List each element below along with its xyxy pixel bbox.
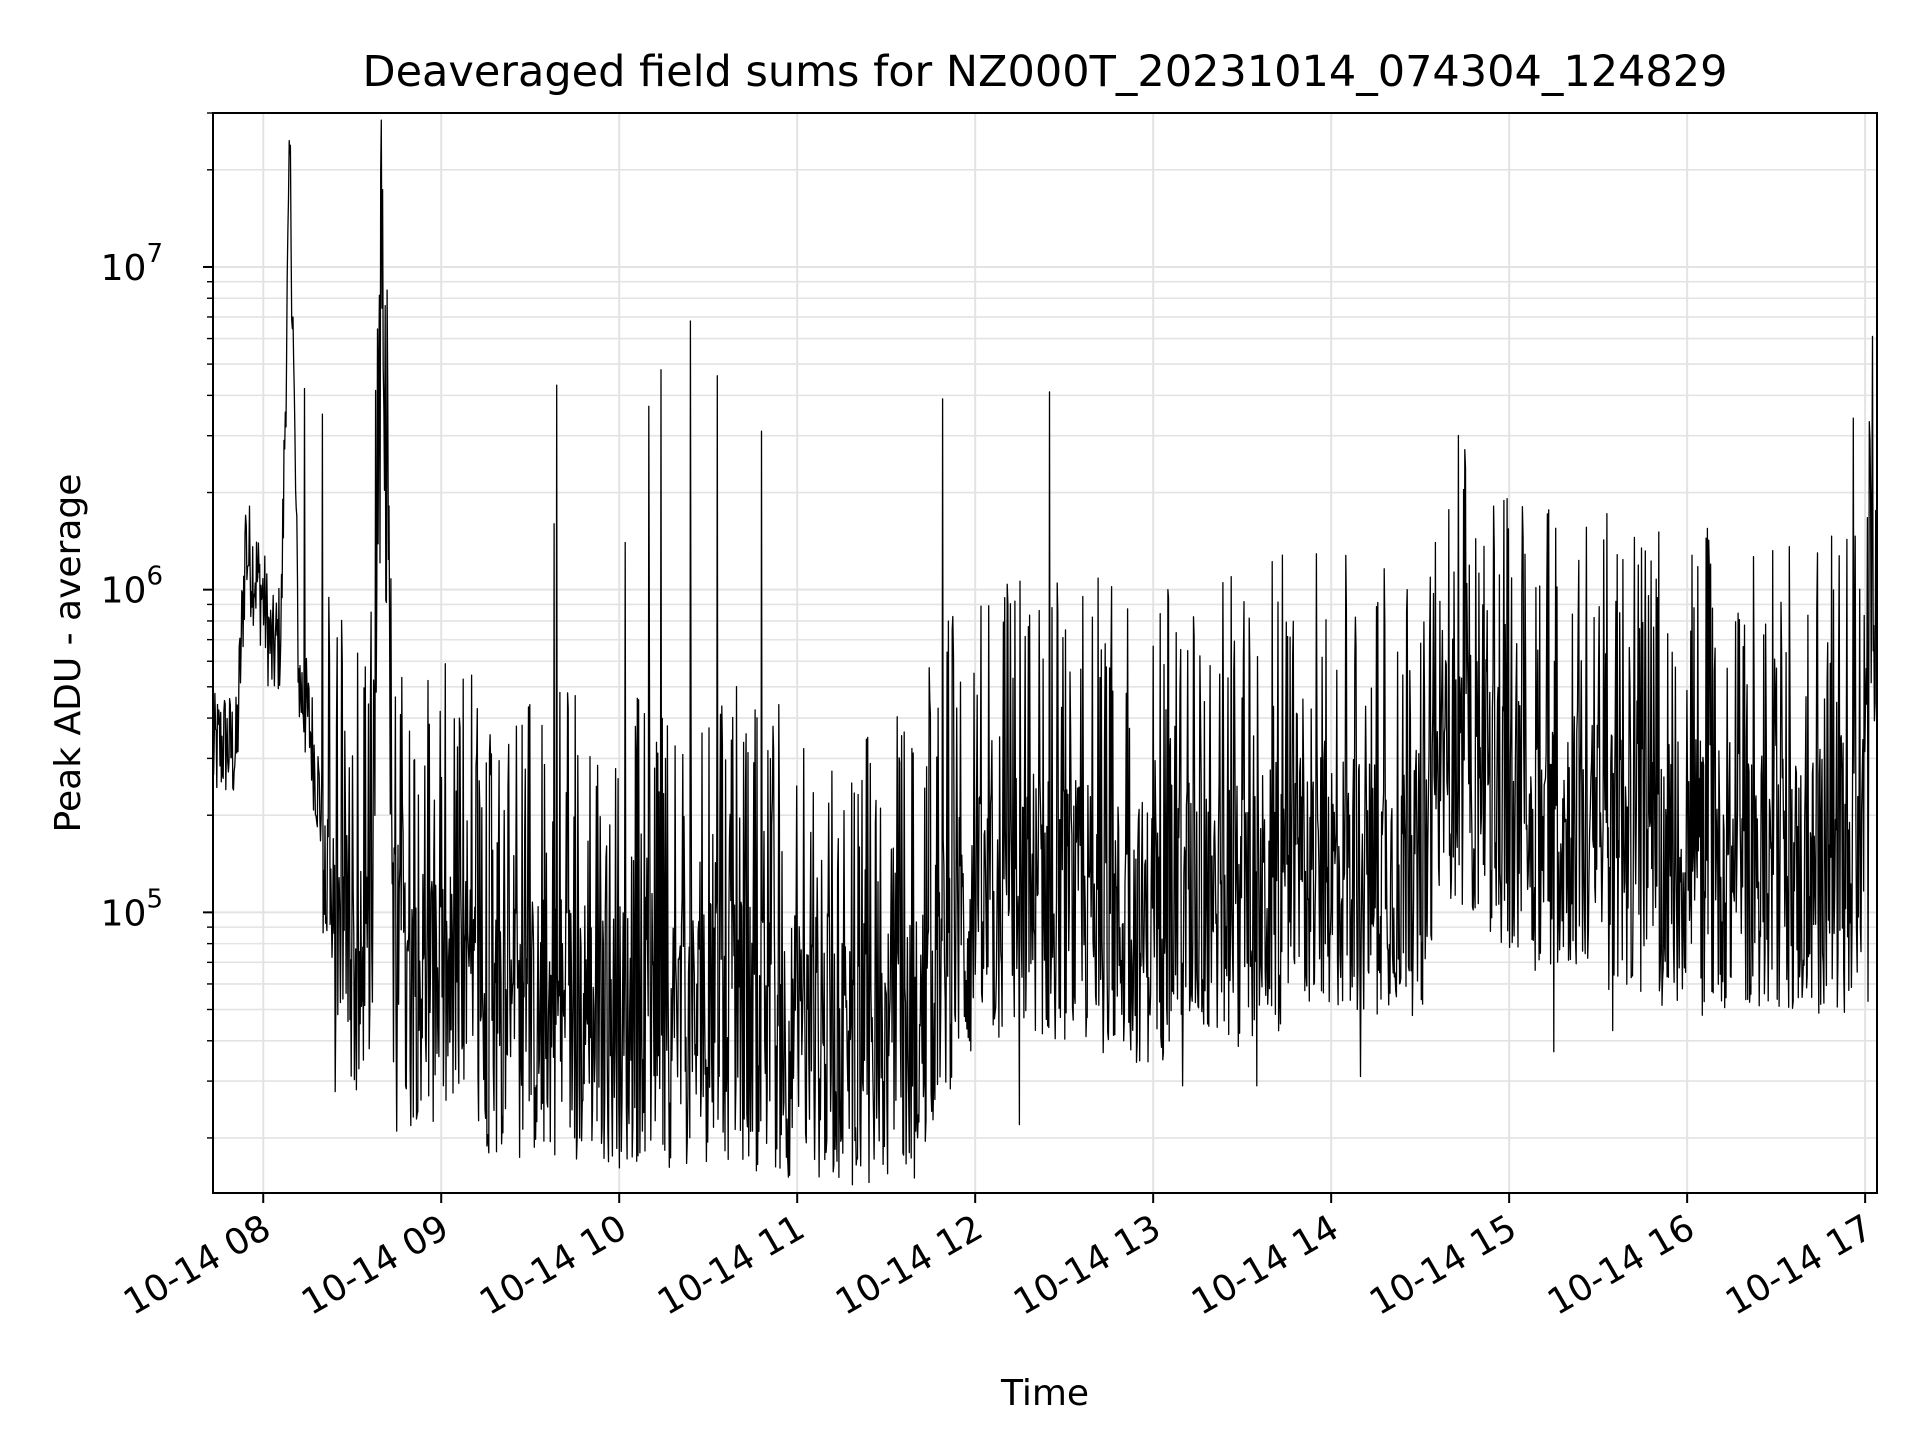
y-tick-label: 105 [101,884,163,934]
chart-title: Deaveraged field sums for NZ000T_2023101… [362,47,1727,97]
series-line-group [212,119,1878,1186]
series-line [212,119,1878,1186]
x-axis-label: Time [1000,1373,1089,1414]
y-tick-label: 106 [101,562,163,612]
y-axis-label: Peak ADU - average [48,474,89,833]
y-tick-label: 107 [101,239,163,289]
plot-frame [212,112,1878,1194]
